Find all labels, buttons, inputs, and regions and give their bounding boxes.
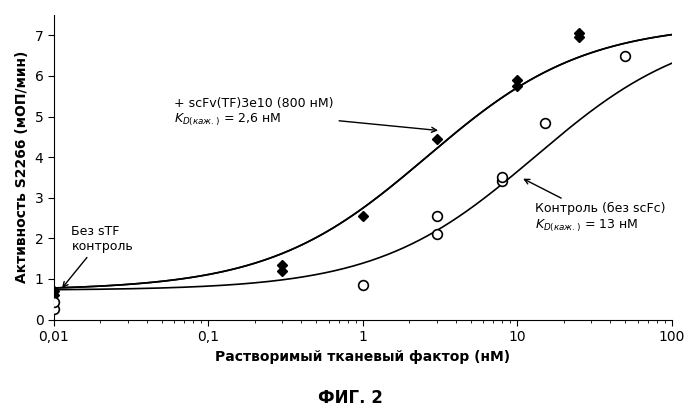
Text: Контроль (без scFc)
$K_{D(каж.)}$ = 13 нМ: Контроль (без scFc) $K_{D(каж.)}$ = 13 н…	[524, 179, 666, 234]
X-axis label: Растворимый тканевый фактор (нМ): Растворимый тканевый фактор (нМ)	[216, 350, 510, 363]
Text: ФИГ. 2: ФИГ. 2	[318, 389, 382, 407]
Y-axis label: Активность S2266 (мОП/мин): Активность S2266 (мОП/мин)	[15, 51, 29, 283]
Text: + scFv(TF)3е10 (800 нМ)
$K_{D(каж.)}$ = 2,6 нМ: + scFv(TF)3е10 (800 нМ) $K_{D(каж.)}$ = …	[174, 96, 437, 132]
Text: Без sTF
контроль: Без sTF контроль	[63, 225, 133, 287]
